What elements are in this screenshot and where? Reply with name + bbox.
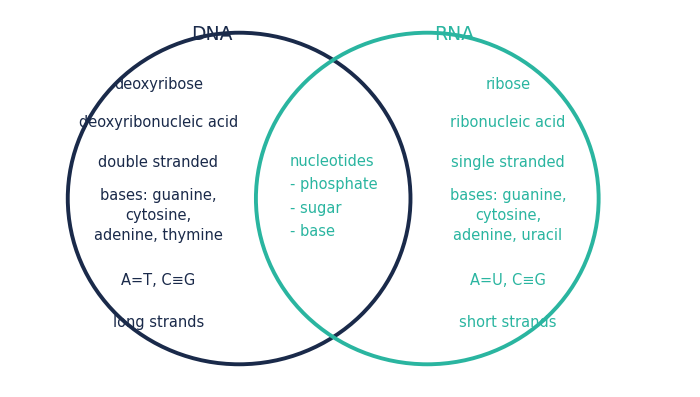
Text: A=U, C≡G: A=U, C≡G	[470, 273, 546, 288]
Text: ribonucleic acid: ribonucleic acid	[450, 115, 566, 130]
Text: RNA: RNA	[434, 25, 474, 44]
Text: double stranded: double stranded	[99, 155, 218, 170]
Text: short strands: short strands	[459, 315, 556, 330]
Text: nucleotides
- phosphate
- sugar
- base: nucleotides - phosphate - sugar - base	[290, 154, 378, 239]
Text: single stranded: single stranded	[451, 155, 565, 170]
Text: bases: guanine,
cytosine,
adenine, uracil: bases: guanine, cytosine, adenine, uraci…	[449, 188, 566, 243]
Text: deoxyribonucleic acid: deoxyribonucleic acid	[79, 115, 238, 130]
Text: bases: guanine,
cytosine,
adenine, thymine: bases: guanine, cytosine, adenine, thymi…	[94, 188, 223, 243]
Text: A=T, C≡G: A=T, C≡G	[121, 273, 195, 288]
Text: DNA: DNA	[192, 25, 233, 44]
Text: long strands: long strands	[113, 315, 204, 330]
Text: ribose: ribose	[485, 77, 531, 92]
Text: deoxyribose: deoxyribose	[114, 77, 203, 92]
